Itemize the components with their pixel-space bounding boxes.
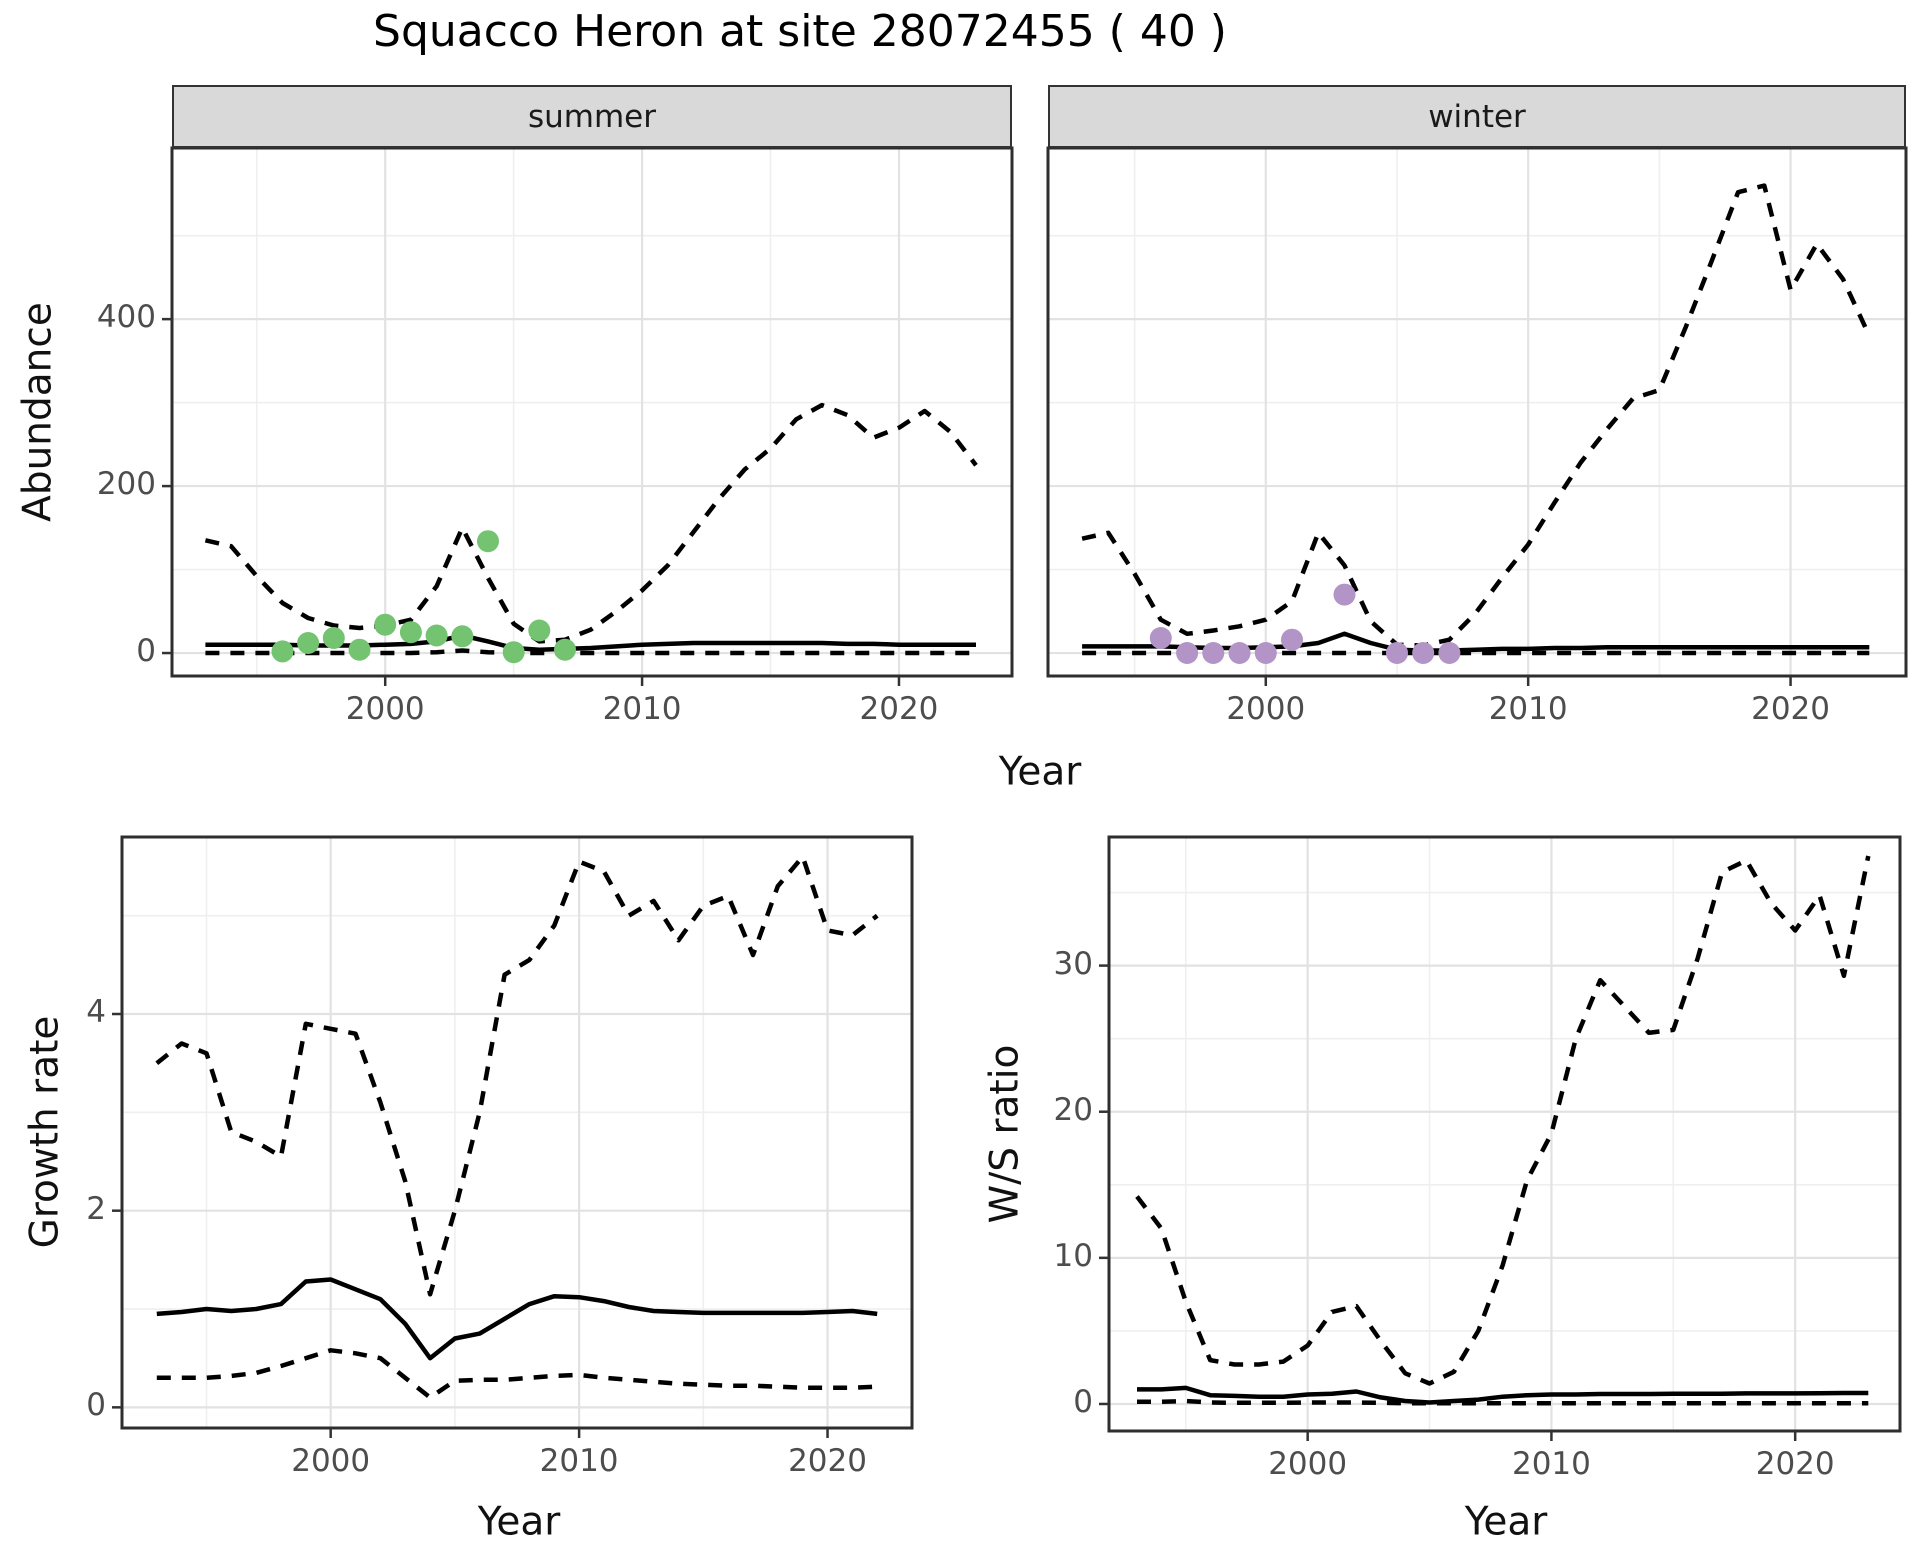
facet-strip-winter: winter xyxy=(1048,85,1906,148)
data-point-observed_counts xyxy=(425,624,448,647)
lower_ci-line xyxy=(205,648,976,656)
y-tick-label-growth_rate: 4 xyxy=(86,994,106,1030)
x-tick-label-abundance_summer: 2010 xyxy=(602,691,682,727)
data-point-observed_counts xyxy=(1176,642,1199,664)
panel-ws_ratio xyxy=(1099,835,1902,1441)
panel-border xyxy=(120,835,914,1430)
upper_ci-line xyxy=(204,402,978,644)
y-tick-label-ws_ratio: 10 xyxy=(1053,1237,1093,1274)
data-point-observed_counts xyxy=(1333,583,1356,606)
x-tick-label-growth_rate: 2020 xyxy=(788,1443,867,1479)
median_fit-line xyxy=(205,633,976,652)
median_fit-line xyxy=(1137,1385,1869,1405)
data-point-observed_counts xyxy=(1149,627,1172,649)
data-point-observed_counts xyxy=(322,627,345,649)
x-tick-label-abundance_winter: 2010 xyxy=(1488,691,1568,727)
y-tick-label-abundance_summer: 400 xyxy=(96,299,156,336)
median_fit-line xyxy=(156,1277,878,1361)
data-point-observed_counts xyxy=(271,640,294,663)
data-point-observed_counts xyxy=(1281,628,1303,651)
data-point-observed_counts xyxy=(1386,642,1408,664)
plot-title: Squacco Heron at site 28072455 ( 40 ) xyxy=(373,6,1227,57)
y-tick-label-ws_ratio: 0 xyxy=(1073,1383,1093,1420)
data-point-observed_counts xyxy=(348,638,371,661)
y-tick-label-growth_rate: 0 xyxy=(86,1387,106,1424)
facet-strip-winter-label: winter xyxy=(1428,98,1526,135)
data-point-observed_counts xyxy=(451,625,474,648)
x-tick-label-ws_ratio: 2010 xyxy=(1511,1446,1591,1482)
panel-border xyxy=(1046,146,1908,678)
data-point-observed_counts xyxy=(1202,642,1225,664)
panel-abundance_summer xyxy=(162,146,1014,686)
panel-growth_rate xyxy=(112,835,914,1438)
lower_ci-line xyxy=(1137,1398,1869,1406)
x-tick-label-growth_rate: 2010 xyxy=(539,1443,619,1479)
y-tick-label-abundance_summer: 0 xyxy=(136,633,156,670)
facet-strip-summer: summer xyxy=(172,85,1012,148)
panel-abundance_winter xyxy=(1046,146,1908,686)
data-point-observed_counts xyxy=(477,530,499,553)
data-point-observed_counts xyxy=(1228,642,1251,664)
facet-strip-summer-label: summer xyxy=(527,98,656,135)
x-tick-label-abundance_summer: 2020 xyxy=(859,691,939,727)
panel-border xyxy=(170,146,1014,678)
x-axis-title-ws-ratio: Year xyxy=(1464,1499,1548,1545)
upper_ci-line xyxy=(1135,855,1871,1386)
data-point-observed_counts xyxy=(1412,642,1435,664)
x-axis-title-top: Year xyxy=(998,749,1082,795)
panel-border xyxy=(1107,835,1902,1433)
data-point-observed_counts xyxy=(399,621,422,644)
data-point-observed_counts xyxy=(1254,642,1277,664)
upper_ci-line xyxy=(1081,183,1872,648)
x-axis-title-growth-rate: Year xyxy=(477,1499,561,1545)
data-point-observed_counts xyxy=(502,641,525,664)
x-tick-label-abundance_winter: 2000 xyxy=(1226,691,1306,727)
x-tick-label-ws_ratio: 2020 xyxy=(1755,1446,1835,1482)
lower_ci-line xyxy=(156,1348,878,1400)
data-point-observed_counts xyxy=(528,619,551,642)
data-point-observed_counts xyxy=(374,613,397,636)
x-tick-label-abundance_winter: 2020 xyxy=(1751,691,1830,727)
y-axis-title-ws-ratio: W/S ratio xyxy=(982,1044,1028,1224)
data-point-observed_counts xyxy=(554,638,576,661)
data-point-observed_counts xyxy=(1438,642,1461,664)
y-tick-label-ws_ratio: 30 xyxy=(1053,945,1093,982)
x-tick-label-ws_ratio: 2000 xyxy=(1268,1446,1348,1482)
median_fit-line xyxy=(1082,631,1870,653)
y-tick-label-abundance_summer: 200 xyxy=(96,466,156,503)
x-tick-label-abundance_summer: 2000 xyxy=(345,691,425,727)
y-tick-label-growth_rate: 2 xyxy=(86,1190,106,1227)
data-point-observed_counts xyxy=(297,632,320,654)
upper_ci-line xyxy=(155,854,879,1297)
x-tick-label-growth_rate: 2000 xyxy=(291,1443,371,1479)
y-tick-label-ws_ratio: 20 xyxy=(1053,1091,1093,1128)
